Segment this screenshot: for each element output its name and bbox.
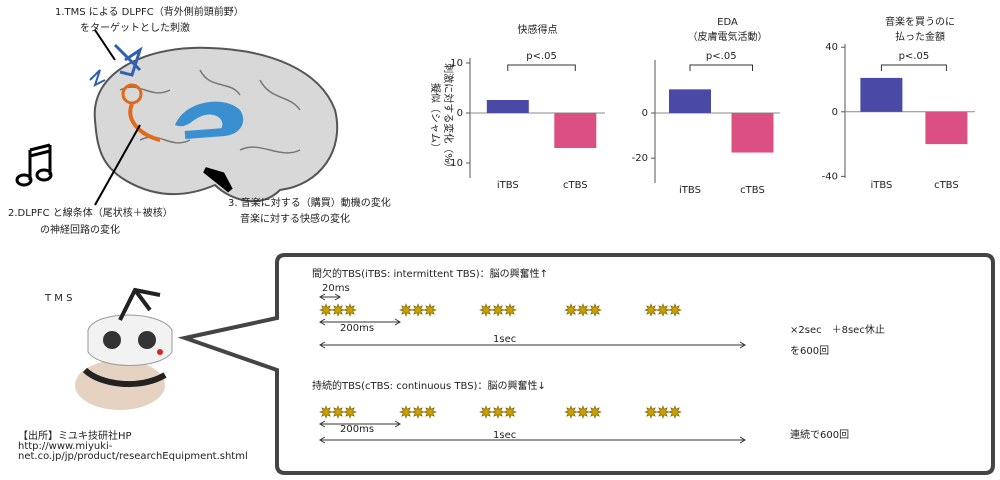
pulse <box>588 303 602 317</box>
label: 200ms <box>340 323 374 334</box>
label: 連続で600回 <box>790 428 849 441</box>
bar <box>486 100 529 113</box>
annotation: p<.05 <box>899 51 930 62</box>
pulse <box>656 405 670 419</box>
y-tick-label: 0 <box>832 107 838 118</box>
y-axis-label: 擬似（シャム） <box>429 83 441 153</box>
label: 20ms <box>322 283 350 294</box>
x-tick-label: iTBS <box>679 185 701 196</box>
pulse <box>503 405 517 419</box>
significance-bracket <box>689 64 753 71</box>
brain-illustration <box>15 29 339 206</box>
label: http://www.miyuki- <box>18 441 113 452</box>
label: を600回 <box>790 345 829 357</box>
x-tick-label: iTBS <box>870 180 892 191</box>
label: 3. 音楽に対する（購買）動機の変化 <box>228 196 391 209</box>
label: 【出所】ミユキ技研社HP <box>18 429 132 442</box>
pulse <box>343 303 357 317</box>
chart-title: （皮膚電気活動） <box>688 30 768 43</box>
label: ×2sec ＋8sec休止 <box>790 324 885 336</box>
content: 1.TMS による DLPFC（背外側前頭前野） をターゲットとした刺激 2.DLP… <box>8 5 975 462</box>
interval-arrow <box>319 318 401 326</box>
pulse <box>588 405 602 419</box>
interval-arrow <box>319 341 746 349</box>
pulse <box>491 405 505 419</box>
callout-box <box>177 253 995 475</box>
tms-device <box>75 287 173 410</box>
bar <box>554 113 597 148</box>
tms-title: T M S <box>44 293 72 304</box>
label: の神経回路の変化 <box>40 223 120 236</box>
annotation: p<.05 <box>706 51 737 62</box>
x-tick-label: iTBS <box>497 180 519 191</box>
y-tick-label: -40 <box>822 171 838 182</box>
pulse <box>479 405 493 419</box>
itbs-title: 間欠的TBS(iTBS: intermittent TBS)：脳の興奮性↑ <box>312 267 548 280</box>
y-axis-label: 刺激に対する変化（%） <box>442 63 455 173</box>
pulse <box>399 405 413 419</box>
label: 音楽に対する快感の変化 <box>240 212 350 225</box>
label: 1sec <box>493 430 516 441</box>
y-tick-label: 0 <box>642 108 648 119</box>
bar <box>731 113 774 153</box>
interval-arrow <box>319 420 401 428</box>
x-tick-label: cTBS <box>563 180 588 191</box>
chart-title: 快感得点 <box>518 23 558 36</box>
bar <box>925 111 968 145</box>
pulse <box>399 303 413 317</box>
pulse <box>319 303 333 317</box>
x-tick-label: cTBS <box>934 180 959 191</box>
pulse <box>411 405 425 419</box>
pulse <box>644 405 658 419</box>
pulse <box>423 303 437 317</box>
y-tick-label: -20 <box>632 153 648 164</box>
label: 1.TMS による DLPFC（背外側前頭前野） <box>55 5 244 18</box>
pulse <box>668 303 682 317</box>
significance-bracket <box>880 64 947 71</box>
pulse <box>564 405 578 419</box>
bar <box>669 89 711 114</box>
pulse <box>411 303 425 317</box>
pulse <box>576 405 590 419</box>
pulse <box>576 303 590 317</box>
interval-arrow <box>319 293 341 301</box>
chart-title: 音楽を買うのに <box>885 15 955 28</box>
label: をターゲットとした刺激 <box>80 21 190 34</box>
pulse <box>319 405 333 419</box>
pulse <box>564 303 578 317</box>
significance-bracket <box>507 64 576 71</box>
x-tick-label: cTBS <box>740 185 765 196</box>
pulse <box>479 303 493 317</box>
pulse <box>423 405 437 419</box>
y-tick-label: 10 <box>450 58 463 69</box>
pulse <box>656 303 670 317</box>
label: net.co.jp/jp/product/researchEquipment.s… <box>18 451 248 462</box>
pulse <box>668 405 682 419</box>
chart-title: 払った金額 <box>895 30 945 43</box>
label: 200ms <box>340 424 374 435</box>
bar <box>860 77 903 112</box>
y-tick-label: -10 <box>447 158 463 169</box>
label: 2.DLPFC と線条体（尾状核＋被核） <box>8 206 173 219</box>
pulse <box>331 405 345 419</box>
chart-title: EDA <box>717 17 738 28</box>
y-tick-label: 0 <box>457 108 463 119</box>
pulse <box>503 303 517 317</box>
y-tick-label: 40 <box>825 42 838 53</box>
label: 1sec <box>493 334 516 345</box>
interval-arrow <box>319 436 746 444</box>
annotation: p<.05 <box>526 51 557 62</box>
pulse <box>491 303 505 317</box>
pulse <box>331 303 345 317</box>
pulse <box>343 405 357 419</box>
pulse <box>644 303 658 317</box>
ctbs-title: 持続的TBS(cTBS: continuous TBS)：脳の興奮性↓ <box>312 379 546 392</box>
